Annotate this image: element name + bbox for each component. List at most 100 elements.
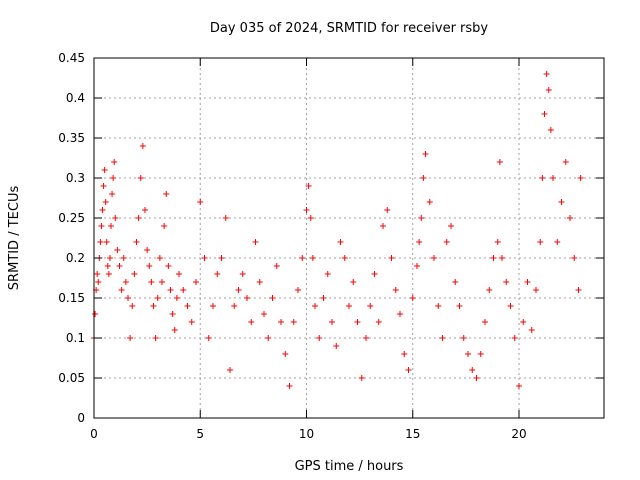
data-point bbox=[486, 287, 493, 293]
data-point bbox=[161, 223, 168, 229]
data-point bbox=[448, 223, 454, 229]
y-axis-title: SRMTID / TECUs bbox=[7, 186, 22, 291]
data-point bbox=[460, 335, 467, 341]
data-point bbox=[142, 207, 148, 213]
data-point bbox=[278, 319, 284, 325]
data-point bbox=[337, 239, 344, 245]
x-tick-label: 20 bbox=[511, 427, 526, 441]
data-point bbox=[92, 311, 99, 317]
data-point bbox=[567, 215, 573, 221]
data-point bbox=[148, 279, 155, 285]
data-point bbox=[122, 279, 129, 285]
data-point bbox=[104, 263, 111, 269]
data-point bbox=[465, 351, 471, 357]
data-point bbox=[193, 279, 199, 285]
chart-title: Day 035 of 2024, SRMTID for receiver rsb… bbox=[210, 21, 489, 36]
data-point bbox=[108, 223, 114, 229]
data-point bbox=[490, 255, 497, 261]
data-point bbox=[169, 311, 176, 317]
data-point bbox=[507, 303, 514, 309]
data-point bbox=[106, 255, 113, 261]
data-point bbox=[167, 287, 174, 293]
data-point bbox=[146, 263, 153, 269]
data-point bbox=[137, 175, 144, 181]
data-point bbox=[431, 255, 437, 261]
data-point bbox=[316, 335, 323, 341]
data-point bbox=[244, 295, 250, 301]
data-point bbox=[303, 207, 310, 213]
data-point bbox=[499, 255, 505, 261]
data-point bbox=[528, 327, 535, 333]
data-point bbox=[165, 263, 172, 269]
data-point bbox=[329, 319, 335, 325]
y-tick-label: 0.1 bbox=[66, 331, 85, 345]
data-point bbox=[222, 215, 229, 221]
data-point bbox=[320, 295, 327, 301]
data-point bbox=[120, 255, 127, 261]
plot-frame bbox=[93, 57, 605, 419]
data-point bbox=[248, 319, 255, 325]
data-point bbox=[159, 279, 165, 285]
data-point bbox=[571, 255, 578, 261]
data-point bbox=[135, 215, 142, 221]
data-point bbox=[105, 271, 112, 277]
data-point bbox=[375, 319, 382, 325]
data-point bbox=[524, 279, 531, 285]
data-point bbox=[477, 351, 484, 357]
x-tick-label: 15 bbox=[405, 427, 420, 441]
data-point bbox=[363, 335, 369, 341]
data-point bbox=[371, 271, 378, 277]
y-tick-label: 0 bbox=[77, 411, 85, 425]
data-point bbox=[282, 351, 289, 357]
data-point bbox=[333, 343, 340, 349]
data-point bbox=[312, 303, 318, 309]
data-point bbox=[554, 239, 561, 245]
data-point bbox=[176, 271, 182, 277]
data-point bbox=[341, 255, 348, 261]
y-tick-label: 0.4 bbox=[66, 91, 85, 105]
data-point bbox=[129, 303, 136, 309]
data-point bbox=[103, 239, 110, 245]
data-point bbox=[418, 215, 425, 221]
data-point bbox=[452, 279, 459, 285]
data-point bbox=[210, 303, 216, 309]
y-tick-label: 0.2 bbox=[66, 251, 85, 265]
y-tick-label: 0.35 bbox=[58, 131, 85, 145]
data-point bbox=[401, 351, 408, 357]
data-point bbox=[409, 295, 416, 301]
data-point bbox=[562, 159, 569, 165]
data-point bbox=[144, 247, 151, 253]
data-point bbox=[416, 239, 423, 245]
data-point bbox=[426, 199, 433, 205]
data-point bbox=[577, 175, 584, 181]
data-point bbox=[494, 239, 501, 245]
data-point bbox=[299, 255, 306, 261]
data-point bbox=[422, 151, 429, 157]
data-point bbox=[541, 111, 548, 117]
data-point bbox=[392, 287, 399, 293]
data-point bbox=[94, 271, 101, 277]
data-point bbox=[114, 247, 121, 253]
data-point bbox=[118, 287, 125, 293]
data-point bbox=[152, 335, 159, 341]
data-point bbox=[435, 303, 442, 309]
data-point bbox=[543, 71, 550, 77]
y-tick-label: 0.45 bbox=[58, 51, 85, 65]
data-point bbox=[98, 223, 105, 229]
data-point bbox=[511, 335, 518, 341]
data-point bbox=[214, 271, 221, 277]
data-point bbox=[324, 271, 331, 277]
data-point bbox=[354, 319, 361, 325]
data-point bbox=[380, 223, 386, 229]
data-point bbox=[350, 279, 357, 285]
data-point bbox=[139, 143, 146, 149]
data-point bbox=[286, 383, 293, 389]
data-point bbox=[496, 159, 503, 165]
data-point bbox=[537, 239, 544, 245]
data-point bbox=[102, 199, 109, 205]
data-point bbox=[188, 319, 195, 325]
data-point bbox=[109, 191, 116, 197]
data-point bbox=[295, 287, 301, 293]
data-point bbox=[265, 335, 272, 341]
